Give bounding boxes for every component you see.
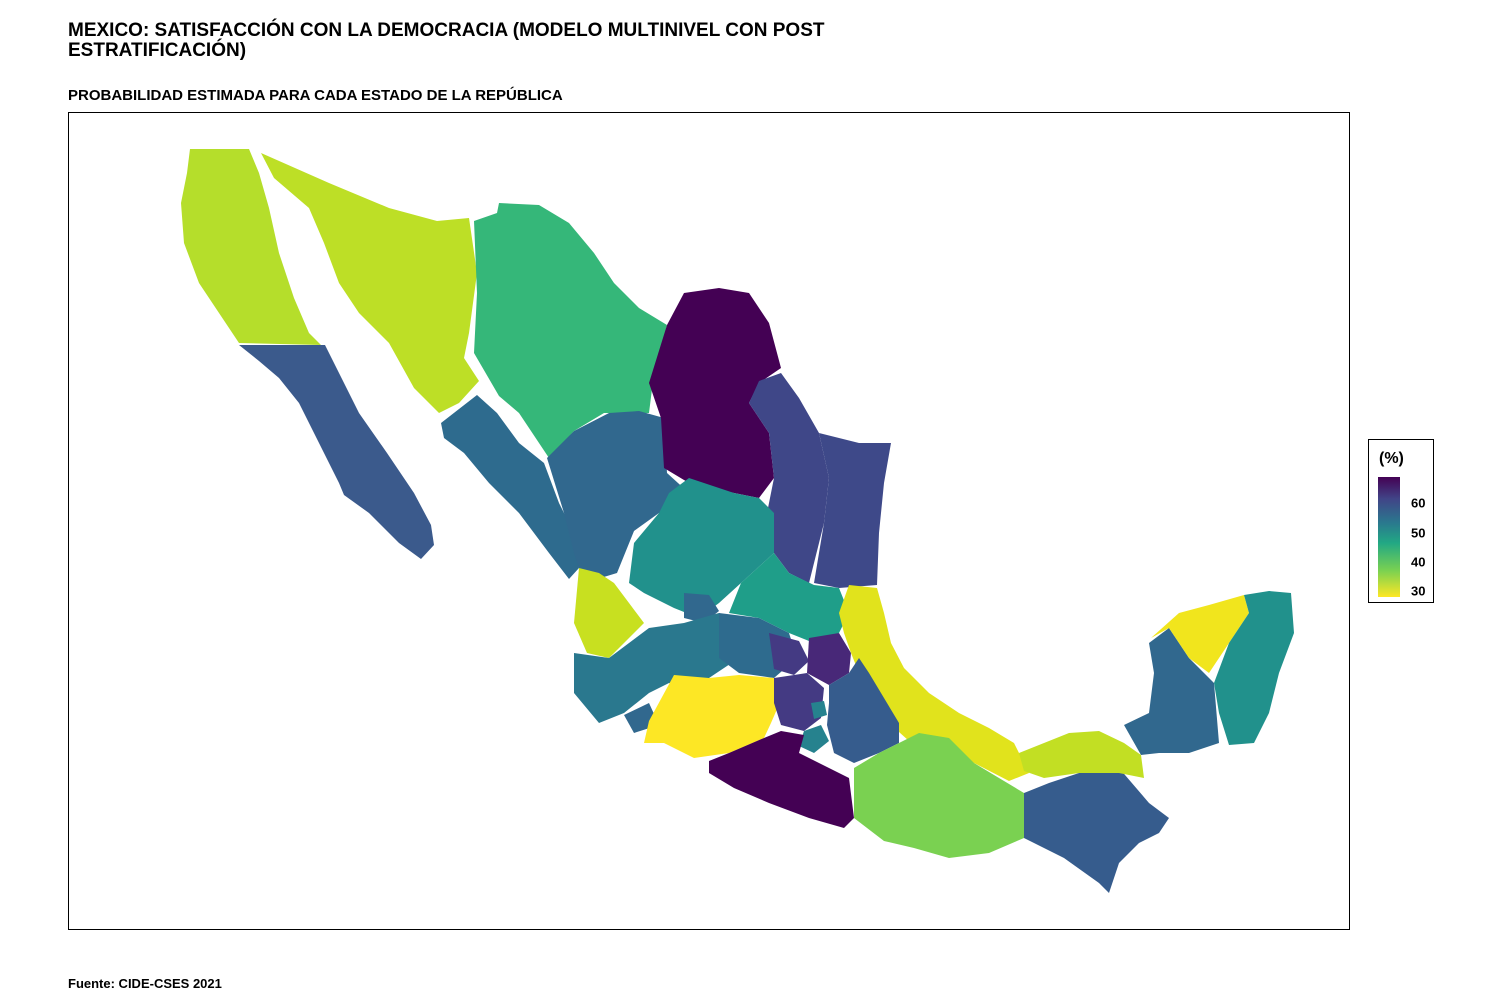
state-zacatecas[interactable] xyxy=(629,478,774,618)
state-ciudad-de-mexico[interactable] xyxy=(811,701,827,719)
state-michoacan[interactable] xyxy=(644,675,784,758)
map-subtitle: PROBABILIDAD ESTIMADA PARA CADA ESTADO D… xyxy=(68,87,563,104)
map-title: MEXICO: SATISFACCIÓN CON LA DEMOCRACIA (… xyxy=(68,20,825,61)
legend-tick-mark xyxy=(1400,532,1406,534)
state-quintana-roo[interactable] xyxy=(1214,591,1294,745)
state-chihuahua[interactable] xyxy=(474,203,667,458)
legend-tick-label: 30 xyxy=(1411,583,1426,599)
state-guerrero[interactable] xyxy=(709,731,854,828)
state-yucatan[interactable] xyxy=(1151,595,1249,673)
state-baja-california-sur[interactable] xyxy=(239,345,434,559)
color-legend: (%) 60 50 40 30 xyxy=(1368,439,1434,603)
state-puebla[interactable] xyxy=(827,658,899,763)
state-chiapas[interactable] xyxy=(1024,768,1169,893)
state-nuevo-leon[interactable] xyxy=(749,373,829,583)
state-estado-de-mexico[interactable] xyxy=(774,673,824,731)
state-veracruz[interactable] xyxy=(839,585,1029,781)
state-durango[interactable] xyxy=(547,411,694,583)
state-jalisco[interactable] xyxy=(574,613,744,723)
state-hidalgo[interactable] xyxy=(807,633,851,685)
state-oaxaca[interactable] xyxy=(854,733,1024,858)
legend-tick-mark xyxy=(1400,591,1406,593)
state-queretaro[interactable] xyxy=(769,633,809,675)
state-baja-california[interactable] xyxy=(181,149,321,345)
legend-tick-mark xyxy=(1400,561,1406,563)
state-sinaloa[interactable] xyxy=(441,395,579,579)
legend-tick-label: 40 xyxy=(1411,554,1426,570)
state-tamaulipas[interactable] xyxy=(814,433,891,588)
source-caption: Fuente: CIDE-CSES 2021 xyxy=(68,976,222,991)
state-coahuila[interactable] xyxy=(649,288,781,498)
state-sonora[interactable] xyxy=(261,153,479,413)
state-morelos[interactable] xyxy=(799,725,829,753)
legend-tick-label: 60 xyxy=(1411,495,1426,511)
legend-tick-label: 50 xyxy=(1411,525,1426,541)
legend-title: (%) xyxy=(1379,450,1404,467)
legend-colorbar xyxy=(1378,477,1400,597)
state-campeche[interactable] xyxy=(1124,628,1219,755)
map-panel xyxy=(68,112,1350,930)
state-tabasco[interactable] xyxy=(1019,731,1144,778)
legend-tick-mark xyxy=(1400,503,1406,505)
mexico-map xyxy=(181,149,1294,893)
state-san-luis-potosi[interactable] xyxy=(729,553,849,643)
state-nayarit[interactable] xyxy=(574,568,644,658)
